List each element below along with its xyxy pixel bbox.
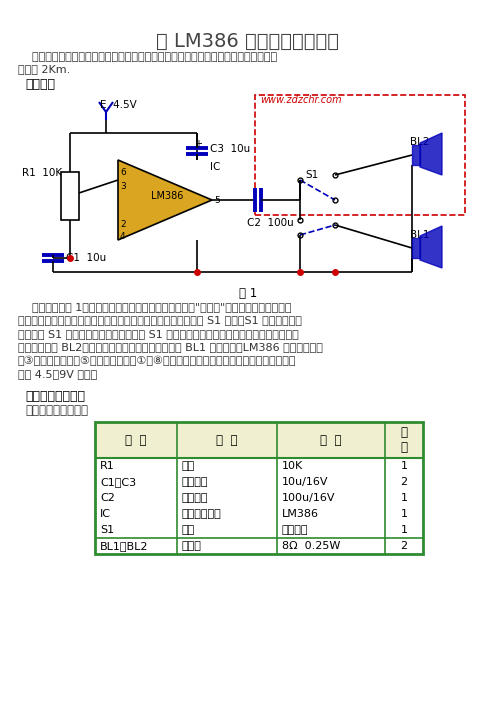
Text: 2: 2 (400, 541, 408, 551)
Text: 1: 1 (400, 493, 408, 503)
Text: S1: S1 (305, 170, 318, 180)
Text: 设一只扬声器 BL2，既当话筒又当听筒。主机扬声器 BL1 也是如此。LM386 用作功放，由: 设一只扬声器 BL2，既当话筒又当听筒。主机扬声器 BL1 也是如此。LM386… (18, 343, 323, 352)
Text: LM386: LM386 (282, 509, 319, 519)
Text: 编  号: 编 号 (125, 434, 147, 446)
Text: BL1、BL2: BL1、BL2 (100, 541, 148, 551)
Bar (255, 95, 465, 215)
Text: 压从 4.5－9V 均可。: 压从 4.5－9V 均可。 (18, 369, 97, 380)
Text: 4: 4 (120, 232, 125, 241)
Text: 第③脚输入信号，第⑤脚输出信号，第①、⑧脚所接电容可调整电路增益，可不用。电源电: 第③脚输入信号，第⑤脚输出信号，第①、⑧脚所接电容可调整电路增益，可不用。电源电 (18, 356, 297, 366)
Text: 离可达 2Km.: 离可达 2Km. (18, 64, 70, 74)
Text: 名  称: 名 称 (216, 434, 238, 446)
Text: 2: 2 (400, 477, 408, 487)
Text: 100u/16V: 100u/16V (282, 493, 335, 503)
Text: 数
量: 数 量 (400, 426, 408, 454)
Text: R1  10K: R1 10K (22, 168, 62, 178)
Text: 3: 3 (120, 182, 126, 191)
Text: E  4.5V: E 4.5V (100, 100, 137, 110)
Text: C3  10u: C3 10u (210, 144, 250, 154)
Text: C1  10u: C1 10u (66, 253, 106, 263)
Text: 间只能一方说、另一方听，而不能双方同时听说。听、说由开关 S1 转换，S1 设在主机处，: 间只能一方说、另一方听，而不能双方同时听说。听、说由开关 S1 转换，S1 设在… (18, 315, 302, 326)
Text: 6: 6 (120, 168, 126, 177)
Text: 双刀双掷: 双刀双掷 (282, 525, 309, 535)
Text: 元器件选择与制作: 元器件选择与制作 (25, 390, 85, 403)
Bar (412, 145, 420, 165)
Text: 功放集成电路: 功放集成电路 (182, 509, 222, 519)
Polygon shape (420, 226, 442, 268)
Text: IC: IC (210, 162, 220, 172)
Text: 1: 1 (400, 525, 408, 535)
Text: 10u/16V: 10u/16V (282, 477, 328, 487)
Text: LM386: LM386 (151, 191, 184, 201)
Text: IC: IC (100, 509, 111, 519)
Text: 型  号: 型 号 (320, 434, 342, 446)
Bar (412, 238, 420, 258)
Text: 工作原理: 工作原理 (25, 78, 55, 91)
Text: C2  100u: C2 100u (247, 218, 294, 228)
Bar (95, 422, 423, 554)
Text: 扬声器: 扬声器 (182, 541, 202, 551)
Text: BL1: BL1 (410, 230, 430, 240)
Text: 图 1: 图 1 (239, 287, 257, 300)
Polygon shape (420, 133, 442, 175)
Polygon shape (118, 160, 212, 240)
Text: www.zdzchr.com: www.zdzchr.com (260, 95, 342, 105)
Text: BL2: BL2 (410, 137, 430, 147)
Text: 电路原理见图 1（点北下载原理图）。该电路只能进行"半双工"对讲，即主机和分机之: 电路原理见图 1（点北下载原理图）。该电路只能进行"半双工"对讲，即主机和分机之 (18, 302, 292, 312)
Text: 1: 1 (400, 461, 408, 471)
Text: C2: C2 (100, 493, 115, 503)
Text: 开关: 开关 (182, 525, 195, 535)
Text: 5: 5 (214, 196, 220, 205)
Text: S1: S1 (100, 525, 114, 535)
Text: 电阻: 电阻 (182, 461, 195, 471)
Bar (95, 422, 423, 458)
Text: +: + (194, 139, 202, 149)
Text: 8Ω  0.25W: 8Ω 0.25W (282, 541, 340, 551)
Text: 图中所示 S1 位置可分机说、主机听；若 S1 拨向下方，就变为主机说、分机听。分机方只: 图中所示 S1 位置可分机说、主机听；若 S1 拨向下方，就变为主机说、分机听。… (18, 329, 299, 339)
Text: 1: 1 (400, 509, 408, 519)
Text: 电解电容: 电解电容 (182, 493, 208, 503)
Bar (61, 172, 79, 220)
Text: 2: 2 (120, 220, 125, 229)
Text: C1、C3: C1、C3 (100, 477, 136, 487)
Text: 用 LM386 制作半双工对讲机: 用 LM386 制作半双工对讲机 (157, 32, 339, 51)
Text: 10K: 10K (282, 461, 303, 471)
Text: R1: R1 (100, 461, 115, 471)
Text: 电解电容: 电解电容 (182, 477, 208, 487)
Text: 本对讲机成本低廉，电路简单，可用于办公室不同房间对讲、婴儿室监听等，通话距: 本对讲机成本低廉，电路简单，可用于办公室不同房间对讲、婴儿室监听等，通话距 (18, 52, 277, 62)
Text: 元器件清单见下表。: 元器件清单见下表。 (25, 404, 88, 417)
